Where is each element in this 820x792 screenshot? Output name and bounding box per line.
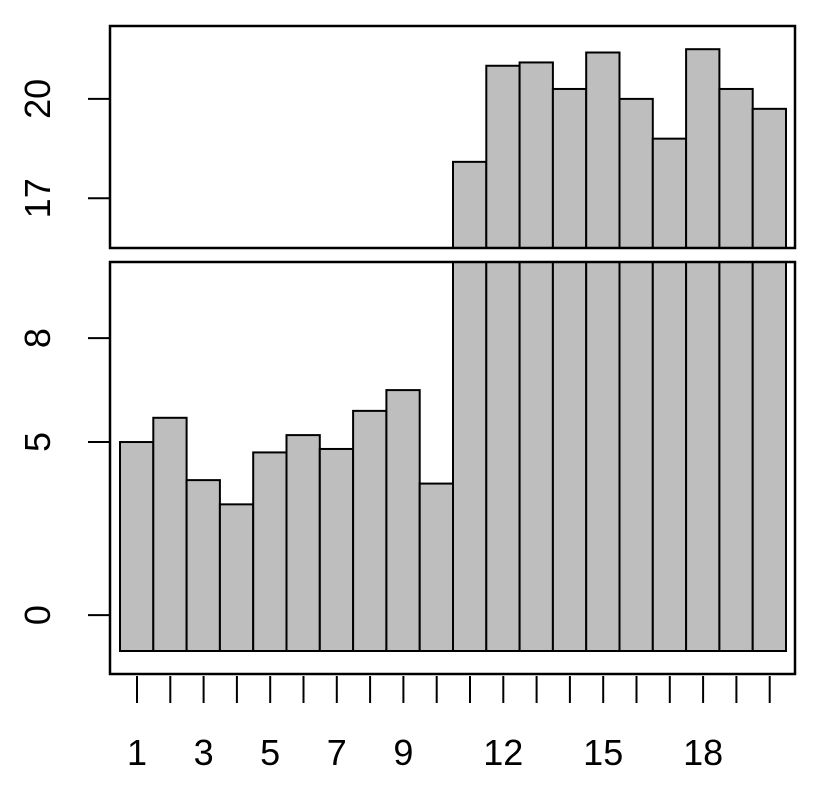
x-tick-label-12: 12 — [483, 732, 523, 773]
bar-upper-14 — [551, 87, 588, 249]
bar-lower-9 — [385, 389, 421, 652]
x-tick-label-7: 7 — [327, 732, 347, 773]
x-tick-label-5: 5 — [260, 732, 280, 773]
bar-lower-3 — [185, 479, 221, 652]
upper-panel-frame — [108, 24, 797, 250]
bar-lower-2 — [152, 416, 188, 652]
bar-lower-11 — [452, 261, 488, 652]
lower-y-axis: 0 5 8 — [17, 328, 110, 625]
bar-lower-18 — [685, 261, 721, 652]
bar-lower-16 — [618, 261, 654, 652]
bar-upper-11 — [452, 160, 488, 250]
bar-upper-20 — [751, 107, 788, 250]
x-tick-label-18: 18 — [683, 732, 723, 773]
bar-lower-10 — [418, 482, 455, 652]
bar-upper-17 — [651, 137, 688, 250]
bar-lower-19 — [718, 261, 754, 652]
x-tick-label-3: 3 — [194, 732, 214, 773]
lower-y-tick-label-8: 8 — [17, 328, 58, 348]
bar-lower-15 — [585, 261, 621, 652]
x-tick-label-1: 1 — [127, 732, 147, 773]
bar-lower-5 — [252, 451, 288, 652]
bar-lower-20 — [751, 261, 788, 652]
bar-lower-1 — [119, 441, 155, 652]
bar-lower-8 — [352, 409, 388, 653]
x-axis: 1 3 5 7 9 12 15 18 — [127, 676, 771, 773]
bar-upper-13 — [518, 61, 554, 250]
bar-lower-14 — [551, 261, 588, 652]
bar-upper-19 — [718, 87, 754, 249]
bar-upper-12 — [485, 64, 521, 249]
bar-lower-6 — [285, 434, 321, 653]
upper-y-tick-label-20: 20 — [17, 79, 58, 119]
bar-lower-13 — [518, 261, 554, 652]
lower-y-tick-label-0: 0 — [17, 605, 58, 625]
bar-lower-7 — [318, 447, 355, 652]
bar-lower-17 — [651, 261, 688, 652]
upper-y-tick-label-17: 17 — [17, 178, 58, 218]
lower-y-tick-label-5: 5 — [17, 432, 58, 452]
bar-upper-18 — [685, 48, 721, 249]
x-tick-label-15: 15 — [583, 732, 623, 773]
bar-upper-15 — [585, 51, 621, 249]
upper-panel-bars — [452, 48, 788, 250]
bar-lower-4 — [218, 503, 255, 652]
x-tick-label-9: 9 — [393, 732, 413, 773]
bar-lower-12 — [485, 261, 521, 652]
bar-upper-16 — [618, 97, 654, 249]
lower-panel-frame — [108, 260, 797, 676]
lower-panel-bars — [119, 261, 788, 653]
